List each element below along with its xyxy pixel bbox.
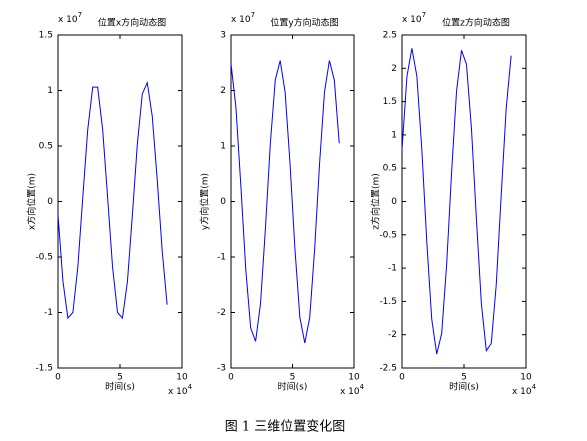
axis-multiplier: x 107 bbox=[58, 11, 82, 25]
plot-area bbox=[401, 34, 527, 369]
multiplier-exponent: 4 bbox=[188, 383, 193, 391]
y-tick-label: -0.5 bbox=[35, 253, 53, 263]
y-tick-label: -0.5 bbox=[379, 230, 397, 240]
y-tick-label: 1 bbox=[220, 142, 226, 152]
multiplier-exponent: 7 bbox=[251, 11, 255, 19]
y-tick-label: 2 bbox=[391, 64, 397, 74]
y-axis-label: y方向位置(m) bbox=[199, 173, 211, 230]
figure-caption: 图 1 三维位置变化图 bbox=[225, 419, 346, 435]
y-tick-label: 2.5 bbox=[383, 31, 397, 41]
y-tick-label: -1 bbox=[44, 308, 53, 318]
multiplier-base: x 10 bbox=[231, 15, 251, 25]
y-tick-label: 1 bbox=[391, 130, 397, 140]
multiplier-base: x 10 bbox=[402, 15, 422, 25]
axis-multiplier: x 107 bbox=[402, 11, 426, 25]
y-tick-label: 1.5 bbox=[383, 97, 397, 107]
y-tick-label: 0 bbox=[391, 197, 397, 207]
axis-multiplier: x 104 bbox=[340, 383, 365, 397]
y-tick-label: -2 bbox=[217, 308, 226, 318]
multiplier-base: x 10 bbox=[168, 387, 188, 397]
y-tick-label: -3 bbox=[217, 364, 226, 374]
x-tick-label: 0 bbox=[228, 373, 234, 383]
y-tick-label: 0.5 bbox=[383, 164, 397, 174]
y-axis-label: z方向位置(m) bbox=[370, 173, 382, 230]
multiplier-base: x 10 bbox=[512, 387, 532, 397]
x-axis-label: 时间(s) bbox=[278, 381, 308, 393]
y-tick-label: -1 bbox=[388, 264, 397, 274]
y-tick-label: -1.5 bbox=[379, 297, 397, 307]
axis-multiplier: x 104 bbox=[168, 383, 193, 397]
x-axis-label: 时间(s) bbox=[449, 381, 479, 393]
y-tick-label: 2 bbox=[220, 86, 226, 96]
y-tick-label: 0 bbox=[47, 197, 53, 207]
multiplier-exponent: 4 bbox=[360, 383, 365, 391]
multiplier-exponent: 7 bbox=[78, 11, 82, 19]
plot-area bbox=[57, 34, 183, 369]
y-tick-label: -1 bbox=[217, 253, 226, 263]
x-tick-label: 10 bbox=[176, 373, 188, 383]
y-tick-label: 1.5 bbox=[39, 31, 53, 41]
data-line bbox=[230, 60, 340, 344]
data-line bbox=[57, 80, 168, 320]
x-tick-label: 5 bbox=[290, 373, 296, 383]
y-tick-label: 3 bbox=[220, 31, 226, 41]
y-tick-label: -2 bbox=[388, 330, 397, 340]
x-tick-label: 0 bbox=[55, 373, 61, 383]
x-tick-label: 0 bbox=[399, 373, 405, 383]
y-tick-label: 0.5 bbox=[39, 142, 53, 152]
multiplier-exponent: 4 bbox=[532, 383, 537, 391]
x-tick-label: 10 bbox=[520, 373, 532, 383]
multiplier-base: x 10 bbox=[340, 387, 360, 397]
chart-title: 位置x方向动态图 bbox=[98, 17, 166, 29]
chart-title: 位置z方向动态图 bbox=[442, 17, 510, 29]
data-line bbox=[401, 48, 512, 355]
y-tick-label: -1.5 bbox=[35, 364, 53, 374]
multiplier-exponent: 7 bbox=[422, 11, 426, 19]
y-tick-label: 0 bbox=[220, 197, 226, 207]
axis-multiplier: x 107 bbox=[231, 11, 255, 25]
y-tick-label: 1 bbox=[47, 86, 53, 96]
y-axis-label: x方向位置(m) bbox=[26, 173, 38, 230]
x-tick-label: 5 bbox=[117, 373, 123, 383]
y-tick-label: -2.5 bbox=[379, 364, 397, 374]
x-axis-label: 时间(s) bbox=[105, 381, 135, 393]
axis-multiplier: x 104 bbox=[512, 383, 537, 397]
chart-title: 位置y方向动态图 bbox=[270, 17, 338, 29]
x-tick-label: 5 bbox=[461, 373, 467, 383]
x-tick-label: 10 bbox=[348, 373, 360, 383]
multiplier-base: x 10 bbox=[58, 15, 78, 25]
